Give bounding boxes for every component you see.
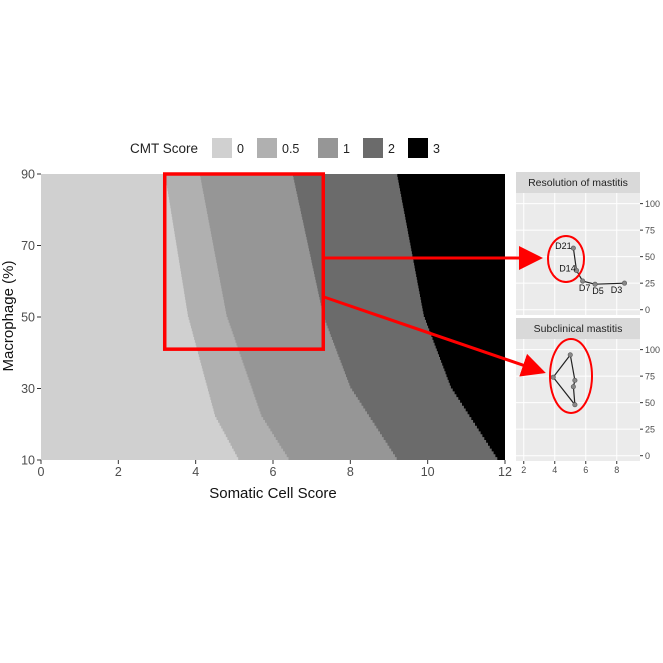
data-point [570, 245, 576, 251]
arrow-to-subclinical [323, 295, 546, 377]
x-tick-label: 0 [38, 465, 45, 479]
inset-title: Resolution of mastitis [528, 177, 628, 189]
point-label: D5 [592, 286, 604, 296]
region-cmt-3 [396, 174, 505, 460]
data-point [567, 352, 573, 358]
legend: CMT Score 0 0.5 1 2 3 [130, 138, 440, 158]
y-tick-label: 100 [645, 345, 660, 355]
inset-x-axis: 2 4 6 8 [521, 461, 619, 475]
data-point [592, 281, 598, 287]
y-axis-label: Macrophage (%) [0, 261, 17, 372]
x-tick-label: 6 [583, 465, 588, 475]
y-tick-label: 50 [645, 398, 655, 408]
inset-data [550, 352, 578, 408]
x-tick-label: 6 [270, 465, 277, 479]
y-tick-label: 75 [645, 226, 655, 236]
y-tick-label: 0 [645, 451, 650, 461]
x-tick-label: 2 [115, 465, 122, 479]
legend-swatch [363, 138, 383, 158]
highlight-box [162, 172, 326, 351]
y-tick-label: 75 [645, 372, 655, 382]
y-axis: 10 30 50 70 90 [21, 168, 41, 468]
x-tick-label: 4 [552, 465, 557, 475]
legend-label: 3 [433, 142, 440, 156]
x-tick-label: 10 [421, 465, 435, 479]
inset-highlight-ellipse [547, 235, 585, 283]
y-tick-label: 30 [21, 382, 35, 396]
inset-title-strip [516, 172, 640, 193]
x-axis: 0 2 4 6 8 10 12 [38, 460, 512, 479]
legend-label: 0 [237, 142, 244, 156]
inset-panel [516, 339, 640, 461]
inset-title-strip [516, 318, 640, 339]
y-tick-label: 100 [645, 199, 660, 209]
legend-label: 0.5 [282, 142, 299, 156]
data-point [580, 278, 586, 284]
y-tick-label: 70 [21, 239, 35, 253]
legend-swatch [257, 138, 277, 158]
inset-highlight-ellipse [549, 338, 593, 414]
legend-swatch [318, 138, 338, 158]
x-tick-label: 12 [498, 465, 512, 479]
inset-y-axis: 0 25 50 75 100 [640, 345, 660, 461]
y-tick-label: 50 [21, 311, 35, 325]
heatmap-regions [41, 174, 505, 460]
y-tick-label: 50 [645, 252, 655, 262]
point-label: D14 [559, 263, 576, 273]
legend-label: 2 [388, 142, 395, 156]
x-tick-label: 2 [521, 465, 526, 475]
point-label: D3 [611, 285, 623, 295]
data-point [570, 384, 576, 390]
legend-title: CMT Score [130, 141, 198, 156]
legend-swatch [212, 138, 232, 158]
y-tick-label: 0 [645, 305, 650, 315]
x-tick-label: 8 [614, 465, 619, 475]
y-tick-label: 25 [645, 279, 655, 289]
inset-y-axis: 0 25 50 75 100 [640, 199, 660, 315]
data-point [572, 377, 578, 383]
trajectory-line [552, 353, 576, 407]
legend-items: 0 0.5 1 2 3 [212, 138, 440, 158]
legend-label: 1 [343, 142, 350, 156]
data-point [550, 374, 556, 380]
y-tick-label: 25 [645, 425, 655, 435]
legend-swatch [408, 138, 428, 158]
point-label: D7 [579, 283, 591, 293]
y-tick-label: 10 [21, 454, 35, 468]
data-point [572, 402, 578, 408]
x-tick-label: 4 [192, 465, 199, 479]
inset-title: Subclinical mastitis [534, 323, 623, 335]
inset-panel [516, 193, 640, 315]
data-point [621, 280, 627, 286]
y-tick-label: 90 [21, 168, 35, 182]
inset-subclinical: Subclinical mastitis 0 25 50 75 100 2 4 6 8 [516, 318, 660, 475]
point-label: D21 [555, 241, 572, 251]
inset-resolution: Resolution of mastitis 0 25 50 75 100 D21 D14… [516, 172, 660, 315]
x-tick-label: 8 [347, 465, 354, 479]
data-point [573, 267, 579, 273]
x-axis-label: Somatic Cell Score [209, 485, 337, 502]
